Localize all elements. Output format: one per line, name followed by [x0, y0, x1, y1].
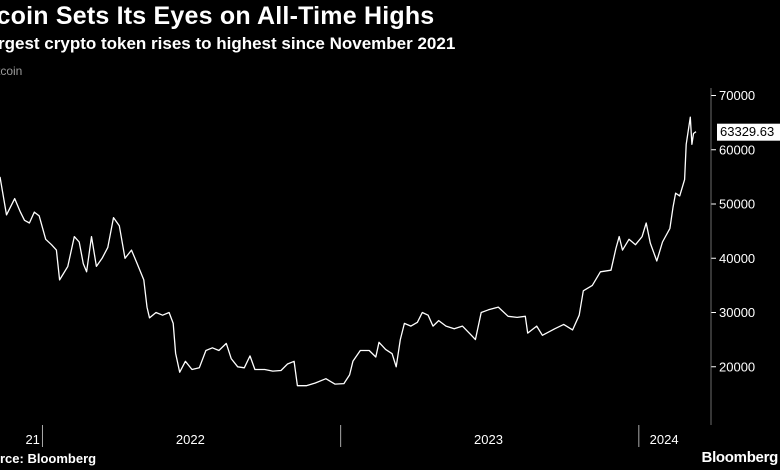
- x-tick-label: 2023: [474, 432, 503, 447]
- x-tick-label: 2024: [650, 432, 679, 447]
- source-note: rce: Bloomberg: [0, 451, 97, 466]
- price-line: [0, 116, 697, 387]
- x-tick-labels: 21 2022 2023 2024: [25, 432, 678, 447]
- y-tick-label: 50000: [719, 197, 755, 212]
- y-tick-label: 70000: [719, 88, 755, 103]
- last-value-callout: 63329.63: [717, 123, 780, 141]
- series-label: tcoin: [0, 64, 23, 78]
- axis-ticks: [41, 88, 716, 447]
- y-tick-labels: 20000 30000 40000 50000 60000 70000: [719, 88, 755, 374]
- y-tick-label: 40000: [719, 251, 755, 266]
- chart-title: tcoin Sets Its Eyes on All-Time Highs: [0, 2, 435, 30]
- chart-subtitle: rgest crypto token rises to highest sinc…: [0, 34, 456, 53]
- y-tick-label: 20000: [719, 359, 755, 374]
- y-tick-label: 30000: [719, 305, 755, 320]
- y-tick-label: 60000: [719, 142, 755, 157]
- x-tick-label: 2022: [176, 432, 205, 447]
- last-value-label: 63329.63: [720, 124, 774, 139]
- x-tick-label: 21: [25, 432, 39, 447]
- bloomberg-logo: Bloomberg: [701, 449, 779, 466]
